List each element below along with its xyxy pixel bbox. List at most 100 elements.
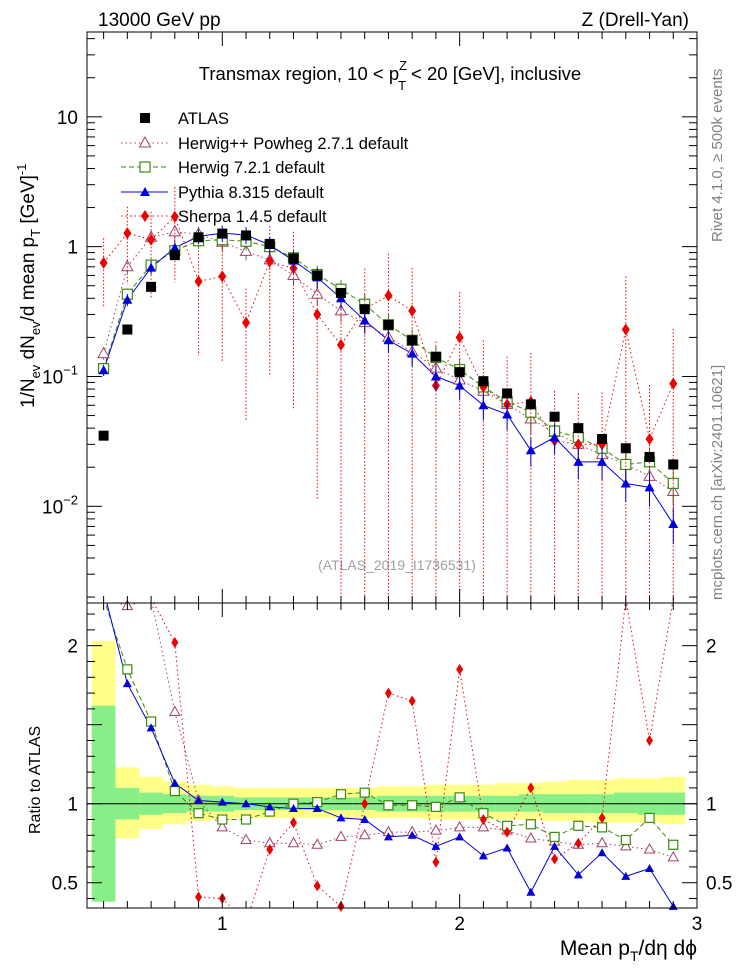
pythia-8-315-default-ratio-point (502, 843, 512, 852)
herwig-powheg-2-7-1-default-point (168, 224, 182, 237)
herwig-7-2-1-default-ratio-point (644, 812, 655, 824)
y-axis-label: 1/Nev dNev/d mean pT [GeV]-1 (14, 164, 43, 409)
atlas-point (525, 399, 536, 410)
pythia-8-315-default-point (122, 294, 133, 304)
pythia-8-315-default-point (169, 242, 180, 252)
x-tick-label: 2 (454, 914, 465, 935)
atlas-point (98, 430, 109, 441)
herwig-7-2-1-default-ratio-point (525, 819, 536, 830)
pythia-8-315-default-point (597, 456, 608, 466)
sherpa-1-4-5-default-ratio-point (313, 880, 321, 892)
pythia-8-315-default-ratio-point (288, 803, 298, 812)
herwig-powheg-2-7-1-default-ratio-point (643, 842, 656, 854)
atlas-point (644, 451, 655, 462)
herwig-powheg-2-7-1-default-ratio-point (619, 839, 632, 851)
pythia-8-315-default-ratio-point (407, 830, 417, 839)
herwig-7-2-1-default-ratio-point (430, 801, 442, 812)
pythia-8-315-default-ratio-point (478, 851, 488, 860)
sherpa-1-4-5-default-ratio-point (527, 782, 535, 794)
herwig-7-2-1-default-ratio-point (217, 814, 228, 825)
y-tick-exponent: −1 (63, 362, 78, 377)
herwig-7-2-1-default-ratio-point (549, 831, 560, 842)
y-tick-label: 10 (57, 108, 78, 129)
herwig-powheg-2-7-1-default-ratio-point (525, 831, 537, 843)
pythia-8-315-default-point (478, 400, 489, 410)
herwig-7-2-1-default-ratio-point (454, 792, 465, 803)
pythia-8-315-default-ratio-point (550, 841, 560, 850)
atlas-legend-marker (140, 113, 150, 123)
sherpa-1-4-5-default-ratio-point (171, 637, 179, 649)
herwig-7-2-1-default-legend-label: Herwig 7.2.1 default (178, 159, 325, 177)
sherpa-1-4-5-default-point (408, 304, 417, 317)
x-axis-label-a: Mean p (560, 937, 630, 960)
plot-title-sup: Z (399, 58, 407, 73)
atlas-point (573, 423, 584, 434)
atlas-point (217, 228, 228, 239)
atlas-point (335, 287, 346, 298)
herwig-powheg-2-7-1-default-ratio-point (287, 836, 300, 848)
y-axis-label-d: [GeV] (18, 175, 39, 229)
sherpa-1-4-5-default-point (455, 331, 464, 344)
atlas-point (383, 319, 394, 330)
herwig-powheg-2-7-1-default-ratio-point (453, 820, 466, 832)
atlas-point (454, 367, 465, 378)
herwig-7-2-1-default-ratio-point (573, 820, 584, 831)
sherpa-1-4-5-default-point (313, 308, 322, 321)
sherpa-1-4-5-default-legend-label: Sherpa 1.4.5 default (178, 208, 327, 226)
plot-title-sub: T (398, 78, 406, 93)
atlas-point (288, 253, 299, 264)
y-axis-label-b: dN (18, 335, 39, 365)
pythia-8-315-default-point (454, 380, 465, 390)
y-axis-label-sub3: T (28, 229, 43, 237)
atlas-point (668, 459, 679, 470)
sherpa-1-4-5-default-ratio-point (646, 734, 654, 746)
x-axis-label: Mean pT/dη dϕ (560, 937, 697, 964)
pythia-8-315-default-ratio-point (312, 803, 322, 812)
band-inner-bin (613, 792, 638, 814)
sherpa-1-4-5-default-point (194, 275, 203, 288)
pythia-8-315-default-ratio-point (170, 778, 180, 787)
atlas-point (312, 270, 323, 281)
y-axis-label-a: 1/N (18, 378, 39, 408)
y-axis-label-sub1: ev (28, 364, 43, 378)
sherpa-1-4-5-default-ratio-point (384, 687, 392, 699)
sherpa-1-4-5-default-point (621, 323, 630, 336)
sherpa-1-4-5-default-ratio-point (195, 891, 203, 903)
sherpa-1-4-5-default-ratio-point (503, 826, 511, 838)
herwig-7-2-1-default-ratio-point (407, 800, 418, 811)
pythia-8-315-default-ratio-point (455, 832, 465, 841)
atlas-point (407, 335, 418, 346)
atlas-point (620, 443, 631, 454)
y-axis-label-sub2: ev (28, 321, 43, 335)
atlas-point (146, 281, 157, 292)
x-axis-label-sub: T (630, 948, 639, 964)
pythia-8-315-default-ratio-point (383, 832, 393, 841)
pythia-8-315-default-point (146, 262, 157, 272)
sherpa-1-4-5-default-point (218, 270, 227, 283)
rivet-label: Rivet 4.1.0, ≥ 500k events (709, 69, 726, 242)
sherpa-1-4-5-default-ratio-point (551, 853, 559, 865)
atlas-point (597, 433, 608, 444)
pythia-8-315-default-point (407, 348, 418, 358)
atlas-point (264, 238, 275, 249)
ratio-tick-label-left: 2 (67, 637, 78, 658)
pythia-8-315-default-ratio-point (573, 870, 583, 879)
pythia-8-315-default-ratio-point (645, 863, 655, 872)
atlas-point (430, 351, 441, 362)
y-tick-label: 10−2 (42, 492, 78, 518)
pythia-8-315-default-ratio-point (265, 802, 275, 811)
pythia-8-315-default-ratio-point (360, 815, 370, 824)
herwig-powheg-2-7-1-default-ratio-point (335, 830, 347, 841)
pythia-8-315-default-point (549, 432, 560, 442)
x-axis-label-b: /dη dϕ (639, 937, 697, 960)
pythia-8-315-default-point (502, 409, 513, 419)
herwig-7-2-1-default-ratio-point (122, 664, 133, 675)
sherpa-1-4-5-default-point (123, 227, 132, 240)
y-axis-label-sup: -1 (14, 164, 29, 176)
y-tick-exponent: −2 (63, 492, 78, 507)
sherpa-1-4-5-default-point (645, 432, 654, 445)
pythia-8-315-default-ratio-point (431, 841, 441, 850)
herwig-7-2-1-default-point (620, 458, 632, 471)
ratio-tick-label-left: 1 (67, 795, 78, 816)
